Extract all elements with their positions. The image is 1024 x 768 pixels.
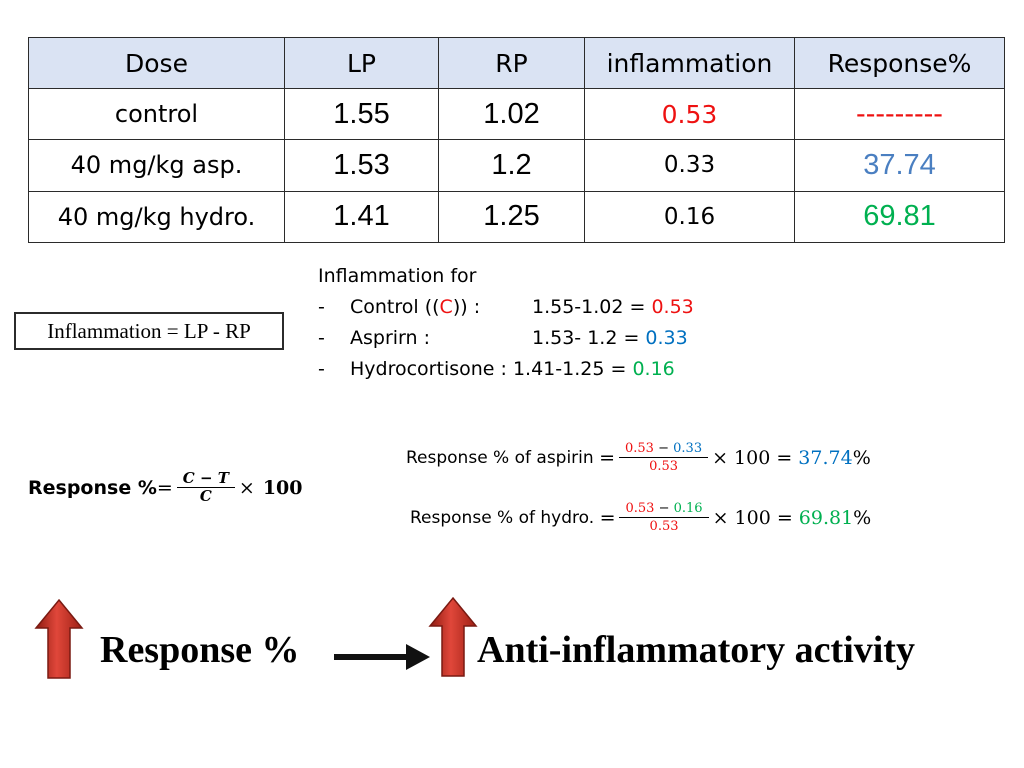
cell-response: 69.81: [794, 190, 1005, 244]
header-inflammation: inflammation: [584, 37, 795, 89]
control-label-post: )) :: [452, 296, 481, 318]
cell-response: 37.74: [794, 139, 1005, 192]
cell-rp: 1.02: [438, 87, 585, 141]
cell-inflammation: 0.53: [584, 87, 795, 141]
cell-lp: 1.55: [284, 87, 439, 141]
times-sign: ×: [238, 476, 255, 499]
cell-dose: 40 mg/kg hydro.: [28, 190, 285, 244]
cell-inflammation: 0.33: [584, 139, 795, 192]
cell-lp: 1.53: [284, 139, 439, 192]
control-value: 0.53: [651, 296, 694, 318]
hydro-response-equation: Response % of hydro. = 0.53 − 0.16 0.53 …: [410, 500, 871, 535]
bullet-dash: -: [318, 358, 325, 380]
aspirin-eq-result: 37.74: [798, 446, 853, 469]
response-fraction: C − T C: [176, 470, 235, 505]
cell-dose: control: [28, 87, 285, 141]
percent-sign: %: [852, 446, 871, 469]
anti-inflammatory-activity-label: Anti-inflammatory activity: [477, 629, 915, 671]
numerator-b: 0.16: [673, 501, 703, 516]
cell-response: ---------: [794, 87, 1005, 141]
header-response: Response%: [794, 37, 1005, 89]
response-formula-label: Response %: [28, 476, 157, 499]
numerator-b: 0.33: [673, 441, 703, 456]
minus-sign: −: [658, 501, 670, 516]
table-row: 40 mg/kg asp. 1.53 1.2 0.33 37.74: [28, 139, 1005, 192]
numerator-a: 0.53: [625, 441, 654, 456]
control-label-pre: Control ((: [350, 296, 440, 318]
cell-lp: 1.41: [284, 190, 439, 244]
aspirin-value: 0.33: [645, 327, 688, 349]
cell-inflammation: 0.16: [584, 190, 795, 244]
hydro-value: 0.16: [632, 358, 675, 380]
header-rp: RP: [438, 37, 585, 89]
right-arrow-icon: [334, 644, 430, 670]
up-arrow-icon: [34, 598, 84, 679]
response-percent-label: Response %: [100, 629, 300, 671]
header-lp: LP: [284, 37, 439, 89]
cell-rp: 1.2: [438, 139, 585, 192]
aspirin-label: Asprirn :: [350, 327, 431, 349]
cell-rp: 1.25: [438, 190, 585, 244]
dose-response-table: Dose LP RP inflammation Response% contro…: [28, 37, 1005, 244]
control-calc: 1.55-1.02 =: [532, 296, 652, 318]
hydro-eq-label: Response % of hydro.: [410, 507, 600, 528]
notes-hydro-line: - Hydrocortisone : 1.41-1.25 = 0.16: [318, 354, 694, 385]
fraction-denominator: 0.53: [649, 459, 679, 474]
aspirin-calc: 1.53- 1.2 =: [532, 327, 646, 349]
aspirin-eq-tail: × 100 =: [712, 446, 793, 469]
equals-sign: =: [599, 446, 615, 469]
aspirin-eq-label: Response % of aspirin: [406, 447, 600, 468]
hundred: 100: [262, 476, 303, 499]
bullet-dash: -: [318, 327, 325, 349]
table-header-row: Dose LP RP inflammation Response%: [28, 37, 1005, 89]
up-arrow-icon: [428, 596, 478, 677]
hydro-calc: 1.41-1.25 =: [512, 358, 633, 380]
response-formula: Response % = C − T C × 100: [28, 470, 303, 505]
hydro-eq-result: 69.81: [798, 506, 854, 529]
table-row: control 1.55 1.02 0.53 ---------: [28, 87, 1005, 141]
header-dose: Dose: [28, 37, 285, 89]
hydro-fraction: 0.53 − 0.16 0.53: [619, 500, 709, 535]
equals-sign: =: [599, 506, 616, 529]
aspirin-fraction: 0.53 − 0.33 0.53: [619, 440, 709, 475]
fraction-denominator: 0.53: [649, 519, 679, 534]
notes-control-line: - Control ((C)) : 1.55-1.02 = 0.53: [318, 292, 694, 323]
hydro-eq-tail: × 100 =: [712, 506, 793, 529]
bullet-dash: -: [318, 296, 325, 318]
control-letter: C: [439, 296, 453, 318]
hydro-label: Hydrocortisone :: [350, 358, 513, 380]
table-row: 40 mg/kg hydro. 1.41 1.25 0.16 69.81: [28, 190, 1005, 244]
fraction-denominator: C: [199, 487, 212, 505]
inflammation-formula-box: Inflammation = LP - RP: [14, 312, 284, 350]
aspirin-response-equation: Response % of aspirin = 0.53 − 0.33 0.53…: [406, 440, 871, 475]
equals-sign: =: [156, 476, 173, 499]
notes-aspirin-line: - Asprirn : 1.53- 1.2 = 0.33: [318, 323, 694, 354]
notes-title: Inflammation for: [318, 265, 477, 287]
fraction-numerator: 0.53 − 0.16: [619, 500, 709, 518]
numerator-a: 0.53: [625, 501, 655, 516]
fraction-numerator: C − T: [176, 470, 235, 488]
inflammation-notes: Inflammation for - Control ((C)) : 1.55-…: [318, 261, 694, 385]
minus-sign: −: [658, 441, 669, 456]
control-label: Control ((C)) :: [350, 292, 532, 323]
fraction-numerator: 0.53 − 0.33: [619, 440, 709, 458]
percent-sign: %: [853, 506, 872, 529]
cell-dose: 40 mg/kg asp.: [28, 139, 285, 192]
